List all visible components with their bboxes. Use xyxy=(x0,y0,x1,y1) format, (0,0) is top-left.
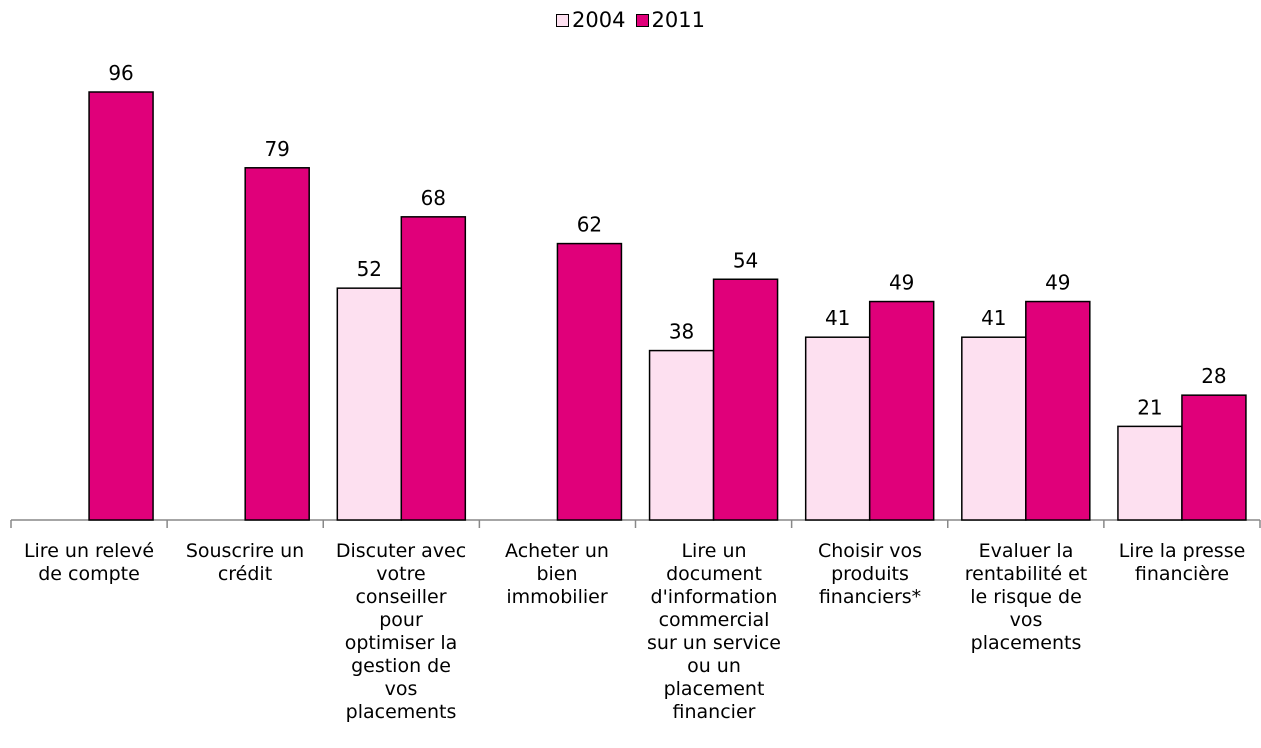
bar-2011 xyxy=(1181,394,1247,521)
legend-item-2004: 2004 xyxy=(556,8,626,32)
data-label: 49 xyxy=(1045,271,1070,295)
legend-swatch-2011 xyxy=(635,13,649,27)
category-label: Lire un relevé de compte xyxy=(23,540,155,585)
category-label: Choisir vos produits financiers* xyxy=(817,540,922,608)
legend-swatch-2004 xyxy=(556,13,570,27)
bar-2011 xyxy=(556,242,623,521)
category-label: Souscrire un crédit xyxy=(185,540,305,585)
category-label: Evaluer la rentabilité et le risque de vos p… xyxy=(964,540,1088,654)
bar-2004 xyxy=(1117,425,1183,521)
data-label: 79 xyxy=(264,137,289,161)
data-label: 41 xyxy=(825,306,850,330)
category-label: Acheter un bien immobilier xyxy=(505,540,609,608)
bar-2011 xyxy=(244,167,310,521)
data-label: 21 xyxy=(1137,395,1162,419)
data-label: 96 xyxy=(108,61,133,85)
bar-2011 xyxy=(712,278,779,521)
category-label: Discuter avec votre conseiller pour optimise… xyxy=(335,540,467,723)
legend-label-2011: 2011 xyxy=(651,8,705,32)
bar-2011 xyxy=(88,91,154,521)
bar-2011 xyxy=(868,300,935,521)
bar-2004 xyxy=(336,287,403,521)
category-label: Lire la presse financière xyxy=(1118,540,1246,585)
data-label: 54 xyxy=(733,248,758,272)
bar-2011 xyxy=(400,216,467,521)
data-label: 52 xyxy=(357,257,382,281)
legend: 2004 2011 xyxy=(0,8,1261,32)
data-label: 62 xyxy=(577,213,602,237)
data-label: 41 xyxy=(981,306,1006,330)
data-label: 68 xyxy=(421,186,446,210)
bar-2004 xyxy=(648,349,715,521)
data-label: 28 xyxy=(1201,364,1226,388)
data-label: 49 xyxy=(889,271,914,295)
bar-2004 xyxy=(961,336,1027,521)
legend-item-2011: 2011 xyxy=(635,8,705,32)
bar-2011 xyxy=(1025,300,1091,521)
category-label: Lire un document d'information commercial su… xyxy=(647,540,781,723)
data-label: 38 xyxy=(669,320,694,344)
bar-2004 xyxy=(804,336,871,521)
legend-label-2004: 2004 xyxy=(572,8,626,32)
